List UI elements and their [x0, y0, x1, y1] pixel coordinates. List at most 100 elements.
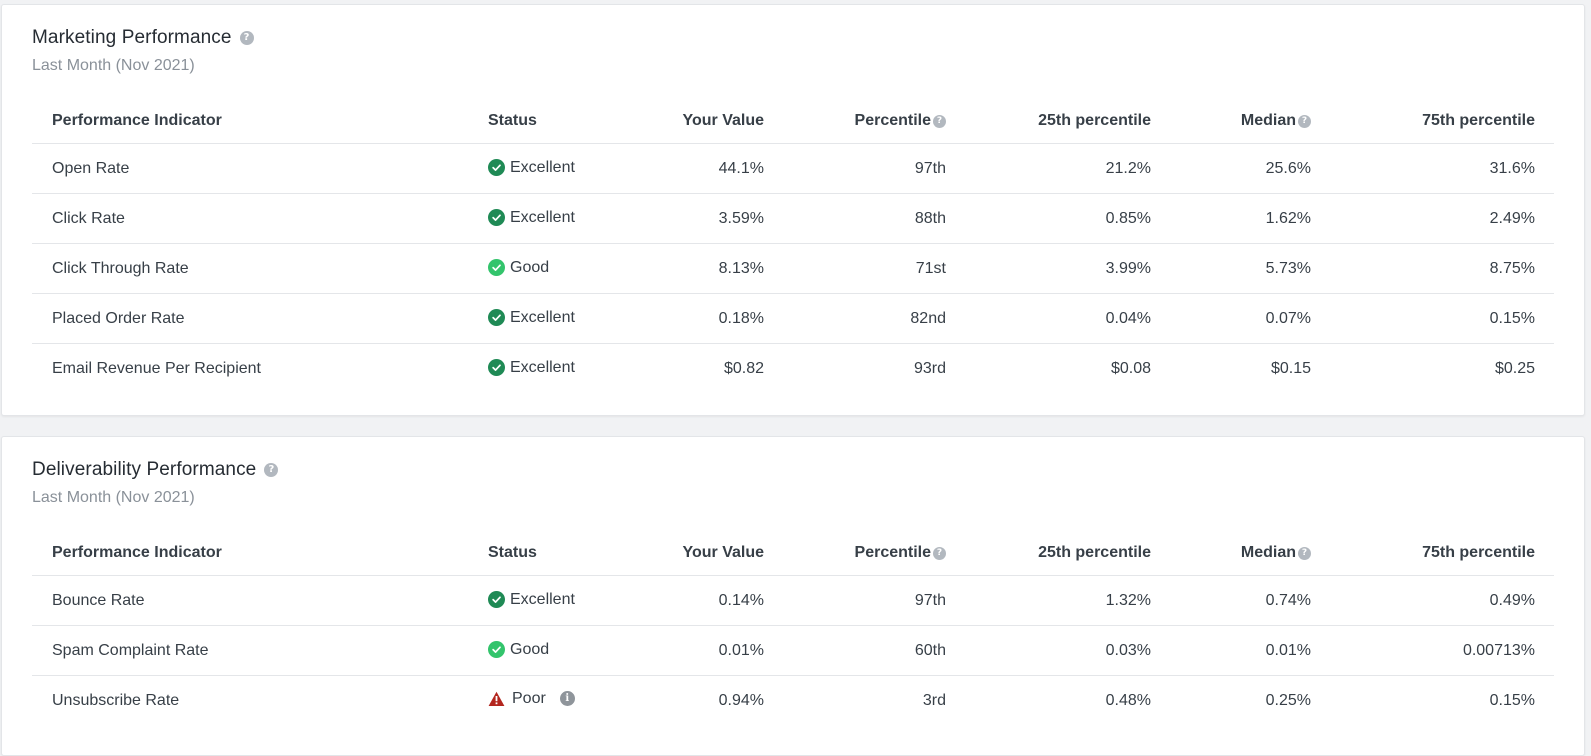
status-cell: Excellent: [488, 344, 612, 394]
indicator-name: Email Revenue Per Recipient: [52, 359, 261, 377]
col-header-percentile-label: Percentile: [854, 544, 931, 561]
col-header-indicator[interactable]: Performance Indicator: [32, 99, 488, 144]
your-value: 0.94%: [718, 691, 764, 709]
check-circle-icon: [488, 209, 505, 227]
indicator-name: Bounce Rate: [32, 575, 488, 626]
status-cell: Excellent: [488, 193, 612, 244]
help-icon[interactable]: ?: [933, 546, 946, 560]
table-header-row: Performance Indicator Status Your Value …: [32, 99, 1554, 144]
check-circle-icon: [488, 359, 505, 377]
status-label: Good: [510, 640, 550, 658]
col-header-median[interactable]: Median?: [1151, 531, 1311, 576]
your-value: 44.1%: [612, 143, 764, 194]
deliverability-performance-card: Deliverability Performance ? Last Month …: [1, 436, 1585, 756]
help-icon[interactable]: ?: [1298, 114, 1311, 128]
percentile-value: 71st: [764, 243, 946, 294]
col-header-your-value[interactable]: Your Value: [612, 531, 764, 576]
date-range-label: Last Month (Nov 2021): [32, 57, 195, 74]
col-header-percentile[interactable]: Percentile?: [764, 99, 946, 144]
table-row: Unsubscribe Rate Poor i 0.94% 3rd 0.48% 0…: [32, 676, 1554, 726]
table-row: Open Rate Excellent 44.1% 97th 21.2% 25.…: [32, 143, 1554, 194]
percentile-value: 93rd: [913, 359, 946, 377]
percentile-value: 88th: [764, 193, 946, 244]
status-label: Excellent: [510, 208, 575, 226]
percentile-value: 82nd: [764, 293, 946, 344]
table-header-row: Performance Indicator Status Your Value …: [32, 531, 1554, 576]
table-row: Email Revenue Per Recipient Excellent $0…: [32, 344, 1554, 394]
col-header-status[interactable]: Status: [488, 99, 612, 144]
check-circle-icon: [488, 641, 505, 659]
col-header-median-label: Median: [1240, 112, 1296, 129]
median-value: 0.07%: [1151, 293, 1311, 344]
p25-value: 1.32%: [946, 575, 1151, 626]
percentile-value: 97th: [764, 143, 946, 194]
status-cell: Excellent: [488, 143, 612, 194]
your-value: 0.18%: [612, 293, 764, 344]
check-circle-icon: [488, 309, 505, 327]
your-value: 3.59%: [612, 193, 764, 244]
col-header-status[interactable]: Status: [488, 531, 612, 576]
p75-value: 0.49%: [1311, 575, 1554, 626]
median-value: 25.6%: [1151, 143, 1311, 194]
col-header-indicator[interactable]: Performance Indicator: [32, 531, 488, 576]
p25-value: 0.03%: [946, 625, 1151, 676]
p25-value: 0.04%: [946, 293, 1151, 344]
deliverability-performance-table: Performance Indicator Status Your Value …: [32, 531, 1554, 725]
p25-value: 21.2%: [946, 143, 1151, 194]
median-value: 0.25%: [1265, 691, 1311, 709]
marketing-performance-title: Marketing Performance ?: [32, 27, 254, 49]
p75-value: 0.15%: [1489, 691, 1535, 709]
status-label: Excellent: [510, 358, 575, 376]
p25-value: 3.99%: [946, 243, 1151, 294]
help-icon[interactable]: ?: [1298, 546, 1311, 560]
status-cell: Excellent: [488, 293, 612, 344]
status-label: Excellent: [510, 308, 575, 326]
card-title-text: Deliverability Performance: [32, 459, 257, 480]
marketing-performance-table: Performance Indicator Status Your Value …: [32, 99, 1554, 393]
status-cell: Good: [488, 625, 612, 676]
table-row: Spam Complaint Rate Good 0.01% 60th 0.03…: [32, 625, 1554, 676]
percentile-value: 3rd: [922, 691, 946, 709]
status-cell: Excellent: [488, 575, 612, 626]
check-circle-icon: [488, 259, 505, 277]
help-icon[interactable]: ?: [264, 463, 279, 477]
indicator-name: Placed Order Rate: [32, 293, 488, 344]
col-header-median[interactable]: Median?: [1151, 99, 1311, 144]
status-label: Good: [510, 258, 550, 276]
col-header-25th-percentile[interactable]: 25th percentile: [946, 531, 1151, 576]
help-icon[interactable]: ?: [239, 31, 254, 45]
help-icon[interactable]: ?: [933, 114, 946, 128]
col-header-75th-percentile[interactable]: 75th percentile: [1311, 531, 1554, 576]
your-value: 8.13%: [612, 243, 764, 294]
median-value: 1.62%: [1151, 193, 1311, 244]
p75-value: 8.75%: [1311, 243, 1554, 294]
card-title-text: Marketing Performance: [32, 27, 232, 48]
median-value: 0.01%: [1151, 625, 1311, 676]
col-header-25th-percentile[interactable]: 25th percentile: [946, 99, 1151, 144]
p75-value: 0.00713%: [1311, 625, 1554, 676]
check-circle-icon: [488, 159, 505, 177]
col-header-75th-percentile[interactable]: 75th percentile: [1311, 99, 1554, 144]
status-label: Excellent: [510, 158, 575, 176]
table-row: Placed Order Rate Excellent 0.18% 82nd 0…: [32, 293, 1554, 344]
p25-value: 0.85%: [946, 193, 1151, 244]
your-value: 0.01%: [612, 625, 764, 676]
p75-value: 0.15%: [1311, 293, 1554, 344]
col-header-median-label: Median: [1240, 544, 1296, 561]
percentile-value: 60th: [764, 625, 946, 676]
deliverability-performance-title: Deliverability Performance ?: [32, 459, 279, 481]
col-header-percentile[interactable]: Percentile?: [764, 531, 946, 576]
p25-value: 0.48%: [1105, 691, 1151, 709]
your-value: $0.82: [723, 359, 764, 377]
indicator-name: Open Rate: [32, 143, 488, 194]
your-value: 0.14%: [612, 575, 764, 626]
info-icon[interactable]: i: [559, 691, 575, 706]
warning-triangle-icon: [488, 691, 505, 706]
p25-value: $0.08: [1110, 359, 1151, 377]
indicator-name: Click Rate: [32, 193, 488, 244]
indicator-name: Unsubscribe Rate: [52, 691, 180, 709]
col-header-your-value[interactable]: Your Value: [612, 99, 764, 144]
median-value: $0.15: [1270, 359, 1311, 377]
median-value: 5.73%: [1151, 243, 1311, 294]
status-cell: Good: [488, 243, 612, 294]
